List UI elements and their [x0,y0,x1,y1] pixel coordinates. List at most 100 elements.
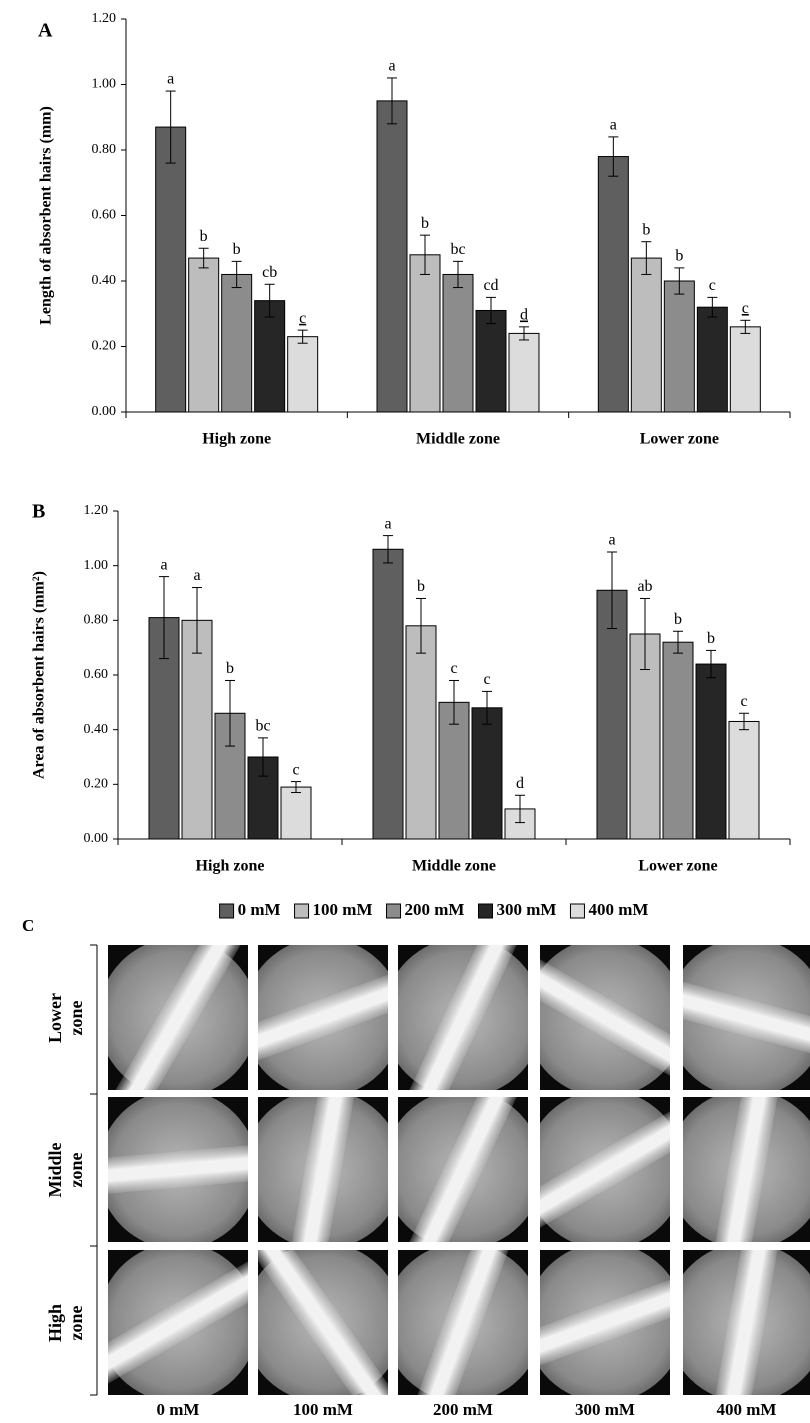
column-label: 100 mM [293,1400,353,1419]
x-tick-label: High zone [202,431,271,448]
micrograph-content [495,1243,714,1403]
y-tick-label: 0.00 [84,831,109,846]
row-label: Middle zone [45,1137,87,1203]
significance-letter: a [160,556,167,573]
panel-label: B [32,501,45,523]
y-tick-label: 0.20 [84,777,109,792]
micrograph-content [383,910,543,1125]
significance-letter: b [200,228,208,245]
x-tick-label: Lower zone [640,431,719,448]
legend-item: 400 mM [570,900,648,919]
y-tick-label: 0.40 [92,273,117,288]
bar [443,274,473,412]
legend-label: 300 mM [496,900,556,919]
significance-letter: a [610,117,617,134]
legend-label: 200 mM [405,900,465,919]
significance-letter: bc [450,241,465,258]
x-tick-label: Lower zone [638,858,717,875]
column-label: 400 mM [717,1400,777,1419]
panel-label: C [22,916,34,935]
significance-letter: a [608,532,615,549]
figure: ALength of absorbent hairs (mm)0.000.200… [0,0,810,1423]
micrograph-content [667,1211,810,1423]
column-label: 0 mM [157,1400,200,1419]
legend-item: 300 mM [478,900,556,919]
micrograph-content [243,1058,403,1281]
micrograph-content [74,1243,283,1403]
row-label: Lower zone [45,985,87,1051]
bar [156,127,186,412]
y-tick-label: 0.20 [92,339,117,354]
significance-letter: c [709,277,716,294]
bar [406,626,436,839]
significance-letter: a [388,58,395,75]
bar [189,258,219,412]
micrograph [383,910,543,1125]
significance-letter: b [226,660,234,677]
y-tick-label: 1.20 [84,503,109,518]
column-label: 300 mM [575,1400,635,1419]
significance-letter: cd [483,277,498,294]
bar [697,307,727,412]
bar [410,255,440,412]
micrograph [383,1213,543,1423]
micrograph [67,1090,289,1250]
bar [377,101,407,412]
micrograph [501,1090,710,1250]
significance-letter: b [675,248,683,265]
legend-item: 100 mM [295,900,373,919]
y-axis-label: Length of absorbent hairs (mm) [38,106,55,325]
significance-letter: b [642,221,650,238]
significance-letter: b [417,578,425,595]
bar [663,642,693,839]
significance-letter: a [193,567,200,584]
legend-label: 100 mM [313,900,373,919]
bar [631,258,661,412]
micrograph [667,1058,810,1281]
micrograph [74,1243,283,1403]
legend-label: 400 mM [588,900,648,919]
significance-letter: c [483,671,490,688]
significance-letter: b [674,611,682,628]
y-axis-label: Area of absorbent hairs (mm²) [31,571,48,779]
micrograph [243,1222,403,1423]
significance-letter: d [516,775,524,792]
micrograph [501,938,710,1098]
x-tick-label: Middle zone [416,431,500,448]
significance-letter: c [740,693,747,710]
significance-letter: a [384,515,391,532]
significance-letter: b [421,215,429,232]
bar [729,721,759,839]
bar [476,310,506,412]
micrograph-content [501,938,710,1098]
significance-letter: c [299,310,306,327]
micrograph [243,1058,403,1281]
significance-letter: c [292,761,299,778]
micrograph-content [501,1090,710,1250]
micrograph-content [667,1058,810,1281]
legend-swatch [220,904,234,918]
bar [288,337,318,412]
legend-item: 200 mM [387,900,465,919]
significance-letter: bc [255,718,270,735]
micrograph-content [98,913,258,1122]
significance-letter: b [233,241,241,258]
legend-swatch [295,904,309,918]
bar [222,274,252,412]
significance-letter: c [450,660,457,677]
bar [373,549,403,839]
significance-letter: cb [262,264,277,281]
bar [598,157,628,412]
x-tick-label: High zone [196,858,265,875]
y-tick-label: 0.60 [92,208,117,223]
y-tick-label: 0.00 [92,404,117,419]
significance-letter: b [707,630,715,647]
legend-item: 0 mM [220,900,281,919]
figure-canvas: ALength of absorbent hairs (mm)0.000.200… [0,0,810,1423]
significance-letter: d [520,307,528,324]
y-tick-label: 1.00 [84,558,109,573]
significance-letter: a [167,71,174,88]
bar [281,787,311,839]
bar [664,281,694,412]
bar [696,664,726,839]
